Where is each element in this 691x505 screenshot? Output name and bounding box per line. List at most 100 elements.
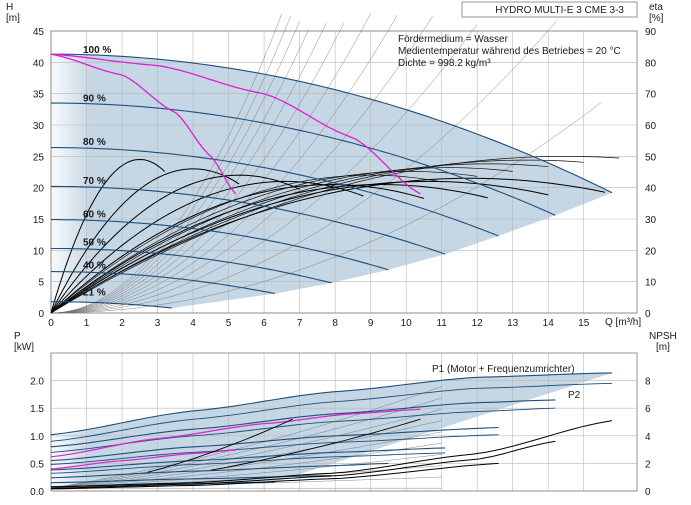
power-chart-panel: 0.0 0.5 1.0 1.5 2.0 0 2 4 6 8 [30, 352, 651, 498]
magenta-power-curve [50, 408, 421, 458]
power-aux-curve [50, 420, 442, 489]
npsh-curve [50, 420, 613, 488]
system-curve [50, 13, 371, 314]
speed-label: 100 % [83, 45, 111, 56]
y-axis-label-p: P [14, 331, 21, 342]
y2-axis-unit-npsh: [m] [656, 342, 670, 353]
efficiency-curve [50, 174, 300, 314]
y2-axis-label-npsh: NPSH [649, 331, 677, 342]
y-axis-unit-h: [m] [6, 13, 20, 24]
y-tick-label-h: 35 [33, 90, 45, 101]
power-aux-curve [50, 454, 442, 489]
speed-label: 50 % [83, 237, 106, 248]
plot-frame-top [50, 30, 638, 314]
y-tick-label-p: 1.5 [30, 404, 44, 415]
y2-tick-label-eta: 70 [645, 90, 657, 101]
p1-curve [50, 399, 556, 448]
head-curve [51, 102, 556, 216]
p2-curve [50, 382, 613, 442]
efficiency-curve [50, 180, 364, 314]
magenta-curve [50, 53, 237, 195]
head-chart-panel: 0 1 2 3 4 5 6 7 8 9 10 11 12 13 14 15051015202530354045… [33, 1, 657, 329]
speed-label: 70 % [83, 176, 106, 187]
system-curve [50, 22, 345, 314]
head-curve [51, 219, 389, 271]
y-tick-label-p: 1.0 [30, 432, 44, 443]
x-tick-label: 3 [155, 318, 161, 329]
x-tick-label: 14 [543, 318, 555, 329]
power-aux-curve [50, 431, 442, 489]
y2-tick-label-eta: 10 [645, 278, 657, 289]
legend-p1: P1 (Motor + Frequenzumrichter) [432, 364, 575, 375]
p1-curve [50, 372, 613, 436]
speed-label: 21 % [83, 288, 106, 299]
p1-curve [50, 462, 389, 479]
magenta-curve [50, 53, 421, 195]
note-temperature: Medientemperatur während des Betriebes =… [398, 46, 621, 57]
head-curve [51, 271, 275, 295]
npsh-curve [50, 462, 499, 490]
y-tick-label-p: 0.5 [30, 459, 44, 470]
efficiency-curve-fine [50, 163, 549, 314]
head-curve [51, 301, 172, 309]
y-tick-label-h: 5 [38, 278, 44, 289]
system-curve [50, 13, 282, 314]
x-tick-label: 7 [297, 318, 303, 329]
speed-label: 60 % [83, 209, 106, 220]
y-tick-label-h: 20 [33, 184, 45, 195]
y2-tick-label-npsh: 0 [645, 487, 651, 498]
power-aux-curve [50, 386, 442, 489]
power-arc [147, 418, 293, 473]
head-curve [51, 147, 499, 237]
y-tick-label-h: 25 [33, 152, 45, 163]
p1-curve [50, 426, 499, 462]
y2-tick-label-eta: 30 [645, 215, 657, 226]
x-tick-label: 15 [578, 318, 590, 329]
y2-tick-label-eta: 0 [645, 309, 651, 320]
y2-axis-unit-eta: [%] [649, 13, 664, 24]
y-tick-label-h: 30 [33, 121, 45, 132]
system-curve [50, 15, 433, 314]
system-curve [50, 24, 478, 314]
x-tick-label: 5 [226, 318, 232, 329]
x-tick-label: 9 [368, 318, 374, 329]
y2-tick-label-npsh: 6 [645, 404, 651, 415]
power-aux-curve [50, 397, 442, 489]
y-axis-label-h: H [6, 2, 13, 13]
title-box [461, 1, 638, 18]
y-tick-label-h: 10 [33, 246, 45, 257]
y2-tick-label-eta: 60 [645, 121, 657, 132]
y-tick-label-h: 0 [38, 309, 44, 320]
x-tick-label: 4 [190, 318, 196, 329]
efficiency-curve [50, 158, 165, 314]
y2-tick-label-eta: 50 [645, 152, 657, 163]
y2-tick-label-npsh: 8 [645, 377, 651, 388]
p2-curve [50, 434, 499, 465]
efficiency-curve [50, 183, 488, 314]
head-curve [51, 247, 332, 284]
x-tick-label: 11 [436, 318, 447, 329]
y2-tick-label-eta: 20 [645, 246, 657, 257]
x-axis-label: Q [m³/h] [605, 317, 641, 328]
efficiency-curve [50, 177, 606, 314]
y-tick-label-h: 40 [33, 58, 45, 69]
y2-tick-label-eta: 80 [645, 58, 657, 69]
y2-tick-label-npsh: 4 [645, 432, 651, 443]
y-tick-label-h: 45 [33, 27, 45, 38]
note-medium: Fördermedium = Wasser [398, 34, 509, 45]
x-tick-label: 8 [332, 318, 338, 329]
system-curve [50, 14, 398, 314]
system-curve [50, 102, 602, 314]
efficiency-curve-fine [50, 159, 584, 314]
x-tick-label: 0 [48, 318, 54, 329]
npsh-curve [50, 440, 556, 489]
system-curve [50, 29, 309, 314]
x-tick-label: 1 [84, 318, 90, 329]
efficiency-curve-fine [50, 155, 620, 314]
x-tick-label: 6 [261, 318, 267, 329]
y2-tick-label-eta: 40 [645, 184, 657, 195]
speed-label: 90 % [83, 93, 106, 104]
speed-label: 40 % [83, 261, 106, 272]
efficiency-curve [50, 168, 240, 314]
